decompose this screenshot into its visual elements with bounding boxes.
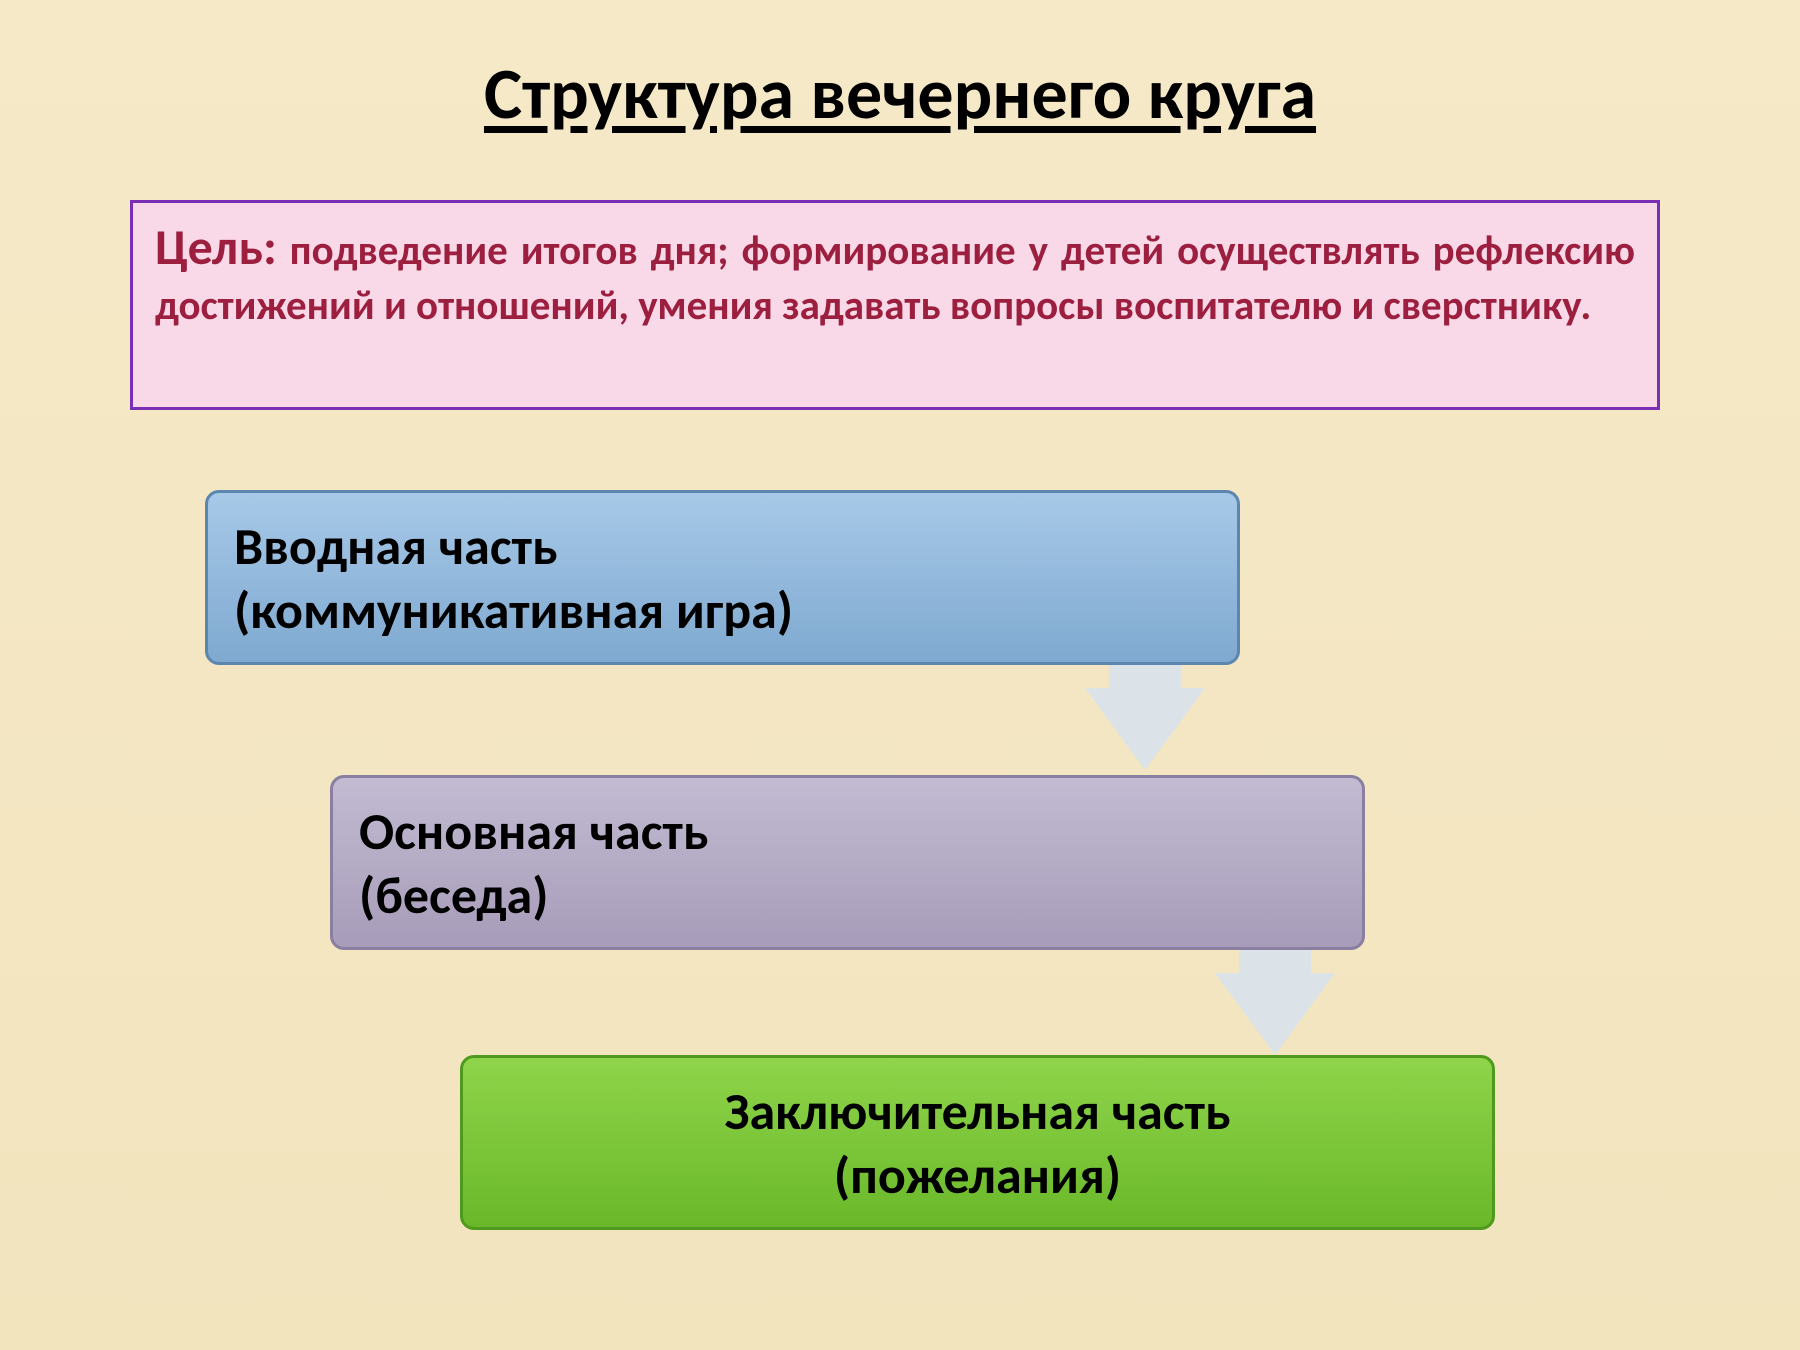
step-2-line1: Основная часть <box>359 799 1362 863</box>
step-1-line2: (коммуникативная игра) <box>234 578 1237 642</box>
step-1-line1: Вводная часть <box>234 514 1237 578</box>
step-3-line1: Заключительная часть <box>463 1079 1492 1143</box>
step-box-1: Вводная часть (коммуникативная игра) <box>205 490 1240 665</box>
goal-text: подведение итогов дня; формирование у де… <box>155 226 1635 331</box>
slide-title: Структура вечернего круга <box>0 0 1800 138</box>
goal-box: Цель: подведение итогов дня; формировани… <box>130 200 1660 410</box>
step-3-line2: (пожелания) <box>463 1143 1492 1207</box>
step-2-line2: (беседа) <box>359 863 1362 927</box>
step-box-2: Основная часть (беседа) <box>330 775 1365 950</box>
step-box-3: Заключительная часть (пожелания) <box>460 1055 1495 1230</box>
goal-label: Цель: <box>155 217 277 278</box>
slide: Структура вечернего круга Цель: подведен… <box>0 0 1800 1350</box>
